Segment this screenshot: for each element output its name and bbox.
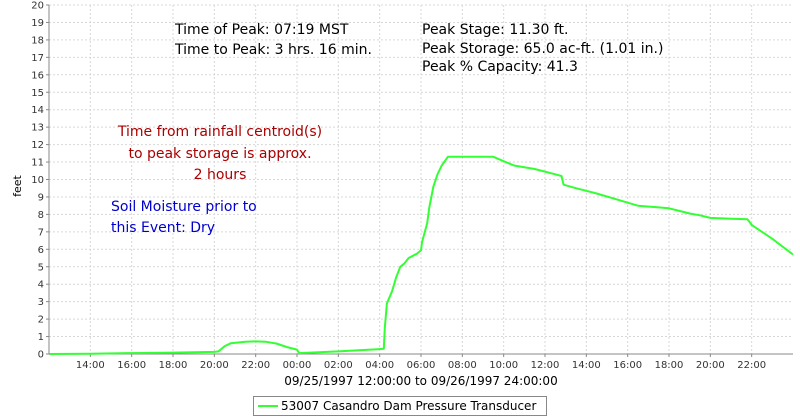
y-tick-label: 13 bbox=[31, 123, 44, 134]
x-tick-label: 16:00 bbox=[613, 360, 642, 371]
x-tick-label: 06:00 bbox=[407, 360, 436, 371]
y-tick-label: 19 bbox=[31, 18, 44, 29]
y-tick-label: 1 bbox=[38, 332, 44, 343]
y-tick-label: 8 bbox=[38, 210, 44, 221]
x-tick-label: 12:00 bbox=[531, 360, 560, 371]
y-tick-label: 20 bbox=[31, 1, 44, 12]
x-tick-label: 18:00 bbox=[159, 360, 188, 371]
centroid-note-line3: 2 hours bbox=[193, 167, 247, 183]
centroid-note-line2: to peak storage is approx. bbox=[128, 146, 312, 162]
time-of-peak-text: Time of Peak: 07:19 MST bbox=[175, 22, 349, 38]
y-tick-label: 17 bbox=[31, 53, 44, 64]
x-tick-label: 20:00 bbox=[696, 360, 725, 371]
y-tick-label: 6 bbox=[38, 245, 44, 256]
y-tick-label: 11 bbox=[31, 158, 44, 169]
y-tick-label: 2 bbox=[38, 315, 44, 326]
legend-label: 53007 Casandro Dam Pressure Transducer bbox=[281, 399, 537, 413]
legend-swatch-icon bbox=[258, 405, 278, 407]
series-layer bbox=[48, 155, 794, 355]
x-tick-label: 20:00 bbox=[200, 360, 229, 371]
y-tick-label: 4 bbox=[38, 280, 44, 291]
x-tick-label: 04:00 bbox=[365, 360, 394, 371]
time-to-peak-text: Time to Peak: 3 hrs. 16 min. bbox=[175, 42, 372, 58]
x-tick-label: 00:00 bbox=[283, 360, 312, 371]
y-tick-label: 18 bbox=[31, 35, 44, 46]
x-tick-labels: 14:00 16:00 18:00 20:00 22:00 00:00 02:00 04:00… bbox=[76, 354, 766, 371]
peak-storage-text: Peak Storage: 65.0 ac-ft. (1.01 in.) bbox=[422, 41, 664, 57]
y-tick-label: 16 bbox=[31, 70, 44, 81]
legend: 53007 Casandro Dam Pressure Transducer bbox=[253, 396, 547, 416]
x-axis-label: 09/25/1997 12:00:00 to 09/26/1997 24:00:… bbox=[284, 374, 557, 388]
x-tick-label: 14:00 bbox=[76, 360, 105, 371]
x-tick-label: 16:00 bbox=[117, 360, 146, 371]
x-tick-label: 14:00 bbox=[572, 360, 601, 371]
y-tick-label: 12 bbox=[31, 140, 44, 151]
soil-moisture-line2: this Event: Dry bbox=[111, 220, 216, 236]
grid-lines bbox=[49, 4, 793, 355]
peak-stage-text: Peak Stage: 11.30 ft. bbox=[422, 22, 569, 38]
y-tick-label: 14 bbox=[31, 105, 44, 116]
y-tick-label: 9 bbox=[38, 192, 44, 203]
x-tick-label: 02:00 bbox=[324, 360, 353, 371]
x-tick-label: 22:00 bbox=[737, 360, 766, 371]
x-tick-label: 08:00 bbox=[448, 360, 477, 371]
x-tick-label: 10:00 bbox=[489, 360, 518, 371]
soil-moisture-line1: Soil Moisture prior to bbox=[111, 199, 257, 215]
x-tick-label: 22:00 bbox=[241, 360, 270, 371]
y-tick-label: 7 bbox=[38, 227, 44, 238]
y-tick-label: 3 bbox=[38, 297, 44, 308]
y-tick-label: 15 bbox=[31, 88, 44, 99]
y-tick-label: 5 bbox=[38, 262, 44, 273]
y-axis-label: feet bbox=[11, 174, 24, 196]
y-tick-label: 10 bbox=[31, 175, 44, 186]
x-tick-label: 18:00 bbox=[655, 360, 684, 371]
peak-capacity-text: Peak % Capacity: 41.3 bbox=[422, 59, 578, 75]
y-tick-label: 0 bbox=[38, 350, 44, 361]
centroid-note-line1: Time from rainfall centroid(s) bbox=[117, 124, 323, 140]
series-line bbox=[48, 155, 794, 355]
